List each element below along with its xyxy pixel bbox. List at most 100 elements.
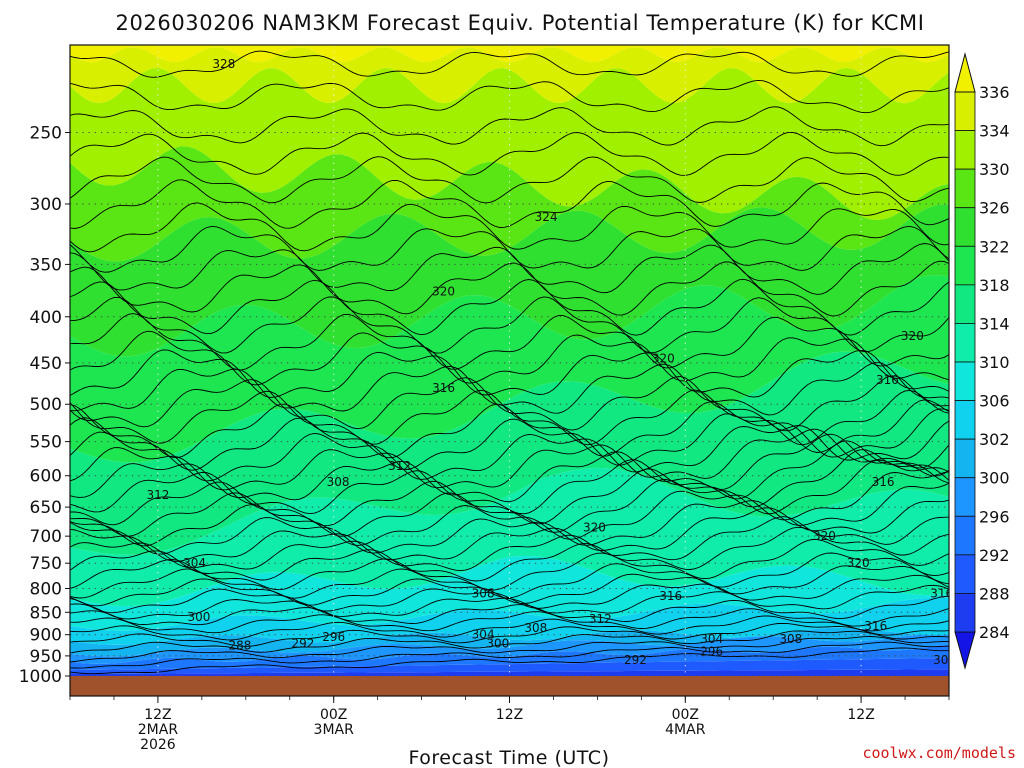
colorbar-tick-label: 334	[979, 122, 1010, 141]
colorbar-arrow-low	[954, 631, 976, 670]
x-tick-label: 3MAR	[314, 722, 355, 738]
y-tick-label: 250	[30, 123, 62, 143]
contour-label-text: 316	[930, 586, 953, 600]
contour-label-text: 320	[847, 556, 870, 570]
contour-line	[70, 330, 949, 386]
colorbar-segment	[954, 91, 976, 131]
contour-line	[70, 225, 949, 273]
colorbar-segment	[954, 593, 976, 633]
contour-line	[70, 420, 949, 482]
colorbar-segment	[954, 130, 976, 170]
contour-line	[70, 375, 949, 432]
contour-label-text: 292	[291, 636, 314, 650]
colorbar-tick-label: 302	[979, 430, 1010, 449]
colorbar-tick-label: 314	[979, 314, 1010, 333]
colorbar-tick-label: 300	[979, 469, 1010, 488]
x-axis-label: Forecast Time (UTC)	[409, 747, 610, 768]
x-tick-label: 2026	[140, 737, 176, 753]
x-tick-label: 12Z	[144, 707, 171, 723]
credit-text[interactable]: coolwx.com/models	[862, 744, 1016, 762]
colorbar-segment	[954, 477, 976, 517]
contour-label: 316	[432, 381, 455, 395]
y-tick-label: 800	[30, 580, 62, 600]
contour-label-text: 288	[228, 638, 251, 652]
colorbar-segment	[954, 323, 976, 363]
colorbar-tick-label: 310	[979, 353, 1010, 372]
y-tick-label: 400	[30, 308, 62, 328]
theta-e-band	[70, 67, 949, 220]
contour-label-text: 308	[472, 586, 495, 600]
y-tick-label: 500	[30, 395, 62, 415]
contour-label: 316	[872, 475, 895, 489]
contour-label-text: 316	[432, 381, 455, 395]
contour-label: 292	[291, 636, 314, 650]
contour-line	[70, 471, 949, 547]
contour-label-text: 312	[388, 459, 411, 473]
contour-line	[70, 565, 949, 607]
contour-label-text: 316	[872, 475, 895, 489]
contour-label: 328	[212, 57, 235, 71]
contour-label: 320	[901, 329, 924, 343]
contour-label-text: 324	[535, 210, 558, 224]
contour-line	[70, 260, 949, 317]
x-tick-label: 00Z	[672, 707, 699, 723]
ground-terrain	[70, 676, 949, 696]
x-tick-label: 12Z	[847, 707, 874, 723]
contour-label-text: 304	[183, 556, 206, 570]
y-tick-label: 850	[30, 603, 62, 623]
chart-title: 2026030206 NAM3KM Forecast Equiv. Potent…	[116, 11, 925, 35]
contour-label-text: 320	[901, 329, 924, 343]
y-tick-label: 950	[30, 647, 62, 667]
contour-label-text: 304	[933, 653, 956, 667]
colorbar-tick-label: 318	[979, 276, 1010, 295]
theta-e-band	[70, 597, 949, 645]
contour-line	[70, 647, 949, 675]
contour-label-text: 320	[813, 529, 836, 543]
contour-label: 316	[930, 586, 953, 600]
contour-label: 312	[146, 488, 169, 502]
y-tick-label: 700	[30, 527, 62, 547]
contour-line	[70, 278, 949, 336]
contour-label: 308	[327, 475, 350, 489]
contour-label: 308	[524, 621, 547, 635]
contour-line	[70, 156, 949, 204]
contour-label-text: 320	[652, 352, 675, 366]
colorbar-tick-label: 336	[979, 83, 1010, 102]
contour-line	[70, 636, 949, 663]
y-tick-label: 600	[30, 467, 62, 487]
theta-e-band	[70, 146, 949, 262]
plot-area: 328 324 320 320 320 316 316 316 316 316 316 312 312 3…	[70, 45, 956, 676]
x-tick-label: 12Z	[496, 707, 523, 723]
contour-label: 300	[486, 636, 509, 650]
contour-label-text: 320	[432, 284, 455, 298]
contour-line	[70, 615, 949, 641]
y-tick-label: 1000	[19, 667, 62, 687]
contour-labels: 328 324 320 320 320 316 316 316 316 316 316 312 312 3…	[146, 57, 956, 667]
contour-line	[70, 641, 949, 669]
contour-label: 316	[659, 589, 682, 603]
theta-e-band	[70, 627, 949, 657]
contour-label: 320	[813, 529, 836, 543]
colorbar-arrow-high	[954, 52, 976, 93]
y-tick-label: 900	[30, 626, 62, 646]
contour-label: 316	[876, 373, 899, 387]
colorbar-tick-label: 292	[979, 546, 1010, 565]
contour-line	[70, 50, 949, 78]
contour-label-text: 304	[700, 632, 723, 646]
contour-label: 296	[700, 645, 723, 659]
contour-label: 296	[322, 630, 345, 644]
contour-label: 316	[864, 619, 887, 633]
contour-line	[70, 202, 949, 253]
colorbar-segment	[954, 554, 976, 594]
theta-e-band	[70, 204, 949, 357]
colorbar-tick-label: 306	[979, 392, 1010, 411]
contour-label: 304	[472, 628, 495, 642]
contour-line	[70, 482, 949, 555]
theta-e-bands	[70, 45, 949, 676]
contour-label-text: 316	[659, 589, 682, 603]
colorbar-segment	[954, 245, 976, 286]
contour-label-text: 296	[322, 630, 345, 644]
contour-line	[70, 608, 949, 634]
contour-line	[70, 313, 949, 371]
